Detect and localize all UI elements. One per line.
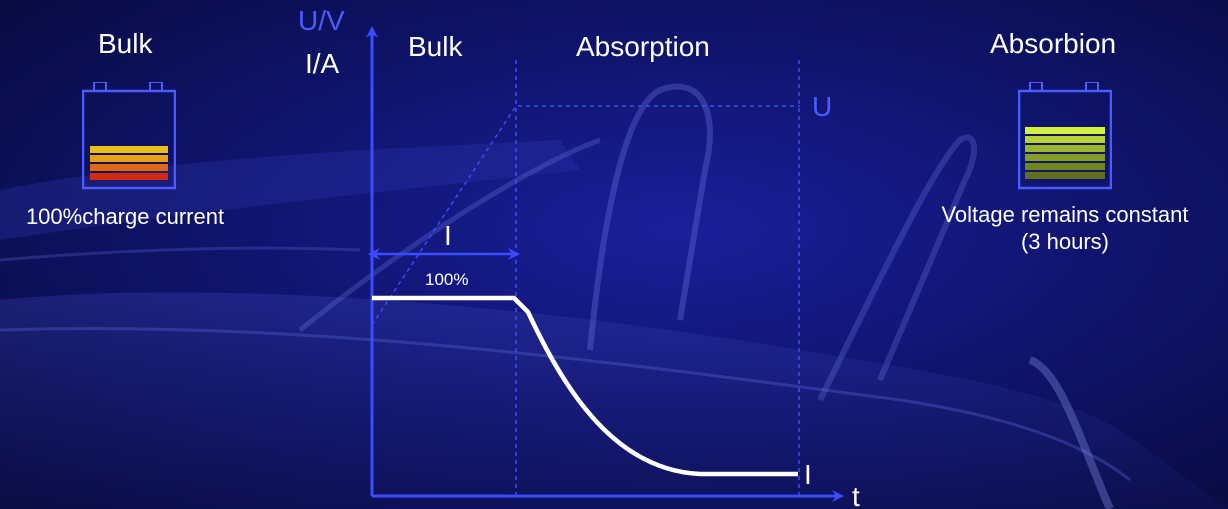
right-caption-line1: Voltage remains constant <box>941 202 1189 227</box>
current-curve <box>372 295 798 477</box>
phase-label-absorption: Absorption <box>576 31 710 62</box>
left-panel-caption: 100%charge current <box>25 204 225 229</box>
right-panel-title: Absorbion <box>990 28 1117 59</box>
y-axis-label-current: I/A <box>305 48 340 79</box>
right-panel-caption: Voltage remains constant (3 hours) <box>905 201 1225 255</box>
battery-bulk-icon <box>82 82 176 190</box>
voltage-curve <box>371 105 800 326</box>
battery-absorption-icon <box>1018 82 1112 190</box>
voltage-label: U <box>812 91 832 122</box>
right-caption-line2: (3 hours) <box>1020 229 1110 254</box>
current-label: I <box>444 220 452 251</box>
current-end-label: I <box>804 459 812 490</box>
current-percent-label: 100% <box>425 270 468 289</box>
left-panel-title: Bulk <box>98 28 153 59</box>
y-axis-label-voltage: U/V <box>298 5 345 36</box>
phase-label-bulk: Bulk <box>408 31 463 62</box>
x-axis-label-time: t <box>852 481 860 509</box>
